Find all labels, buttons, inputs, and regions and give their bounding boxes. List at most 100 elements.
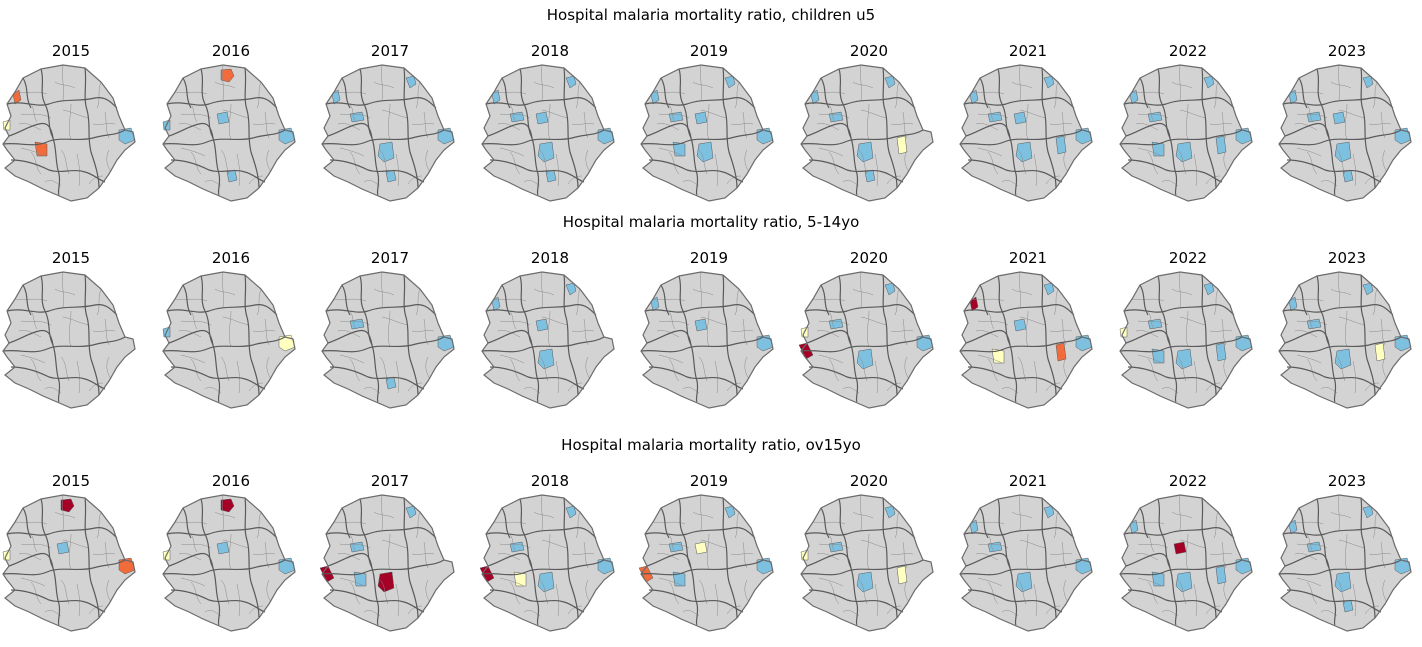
chiefdom-boundary xyxy=(1019,271,1021,308)
chiefdom-boundary xyxy=(541,64,543,101)
highlighted-region-e2-low xyxy=(1215,135,1227,155)
chiefdom-boundary xyxy=(349,310,357,330)
district-boundary xyxy=(487,329,533,346)
chiefdom-boundary xyxy=(1045,605,1061,615)
chiefdom-boundary xyxy=(30,358,42,382)
chiefdom-boundary xyxy=(76,360,81,394)
panel-year-label: 2023 xyxy=(1327,42,1367,60)
country-fill xyxy=(1279,272,1411,408)
district-boundary xyxy=(959,129,1083,146)
chiefdom-boundary xyxy=(1177,149,1187,175)
highlighted-region-n2-low xyxy=(1043,75,1055,89)
chiefdom-boundary xyxy=(1179,109,1207,119)
country-fill xyxy=(482,495,614,631)
chiefdom-boundary xyxy=(1344,533,1348,571)
chiefdom-boundary xyxy=(541,539,569,549)
chiefdom-boundary xyxy=(337,123,361,131)
chiefdom-boundary xyxy=(1290,91,1324,95)
chiefdom-boundary xyxy=(1338,64,1340,101)
district-boundary xyxy=(501,284,511,316)
district-boundary xyxy=(489,159,585,183)
country-fill xyxy=(3,495,135,631)
chiefdom-boundary xyxy=(96,81,102,109)
district-boundary xyxy=(403,497,419,619)
chiefdom-boundary xyxy=(828,581,840,605)
chiefdom-boundary xyxy=(88,382,104,392)
highlighted-region-e2-mid xyxy=(896,565,908,585)
chiefdom-boundary xyxy=(1185,533,1189,571)
chiefdom-boundary xyxy=(890,553,914,555)
panel-year-label: 2019 xyxy=(689,472,729,490)
chiefdom-boundary xyxy=(174,91,208,95)
country-fill xyxy=(960,495,1092,631)
chiefdom-boundary xyxy=(547,533,551,571)
chiefdom-boundary xyxy=(1147,103,1155,123)
highlighted-region-s2-low xyxy=(1175,141,1193,163)
chiefdom-boundary xyxy=(692,511,714,519)
highlighted-region-n2-low xyxy=(1362,282,1374,296)
chiefdom-boundary xyxy=(533,288,555,296)
chiefdom-boundary xyxy=(1330,511,1352,519)
chiefdom-boundary xyxy=(658,577,684,587)
chiefdom-boundary xyxy=(547,310,551,348)
chiefdom-boundary xyxy=(816,553,840,561)
panel-year-label: 2020 xyxy=(849,472,889,490)
highlighted-region-s3-low xyxy=(385,376,397,390)
district-boundary xyxy=(646,552,692,569)
chiefdom-boundary xyxy=(1372,288,1378,316)
chiefdom-boundary xyxy=(1372,81,1378,109)
highlighted-region-n1-very_high xyxy=(60,498,75,513)
chiefdom-boundary xyxy=(381,539,409,549)
district-boundary xyxy=(1127,589,1223,613)
chiefdom-boundary xyxy=(541,494,543,531)
district-boundary xyxy=(1286,159,1382,183)
country-outline xyxy=(640,271,774,409)
row-title-5-14: Hospital malaria mortality ratio, 5-14yo xyxy=(562,213,860,231)
chiefdom-boundary xyxy=(1053,511,1059,539)
chiefdom-boundary xyxy=(904,149,910,173)
chiefdom-boundary xyxy=(1382,579,1388,603)
chiefdom-boundary xyxy=(714,583,719,617)
chiefdom-boundary xyxy=(706,103,710,141)
district-boundary xyxy=(162,129,286,146)
chiefdom-boundary xyxy=(547,103,551,141)
chiefdom-boundary xyxy=(668,103,676,123)
highlighted-region-c2-very_high xyxy=(1173,541,1187,555)
district-boundary xyxy=(244,497,260,619)
district-boundary xyxy=(1127,159,1223,183)
district-boundary xyxy=(1127,366,1223,390)
map-panel-2-2017: 2017 xyxy=(317,472,463,632)
highlighted-region-s3-low xyxy=(864,169,876,183)
chiefdom-boundary xyxy=(20,577,46,587)
highlighted-region-w1-low xyxy=(810,89,820,105)
panel-year-label: 2015 xyxy=(51,249,91,267)
chiefdom-boundary xyxy=(700,494,702,531)
district-boundary xyxy=(563,497,579,619)
chiefdom-boundary xyxy=(62,64,64,101)
district-boundary xyxy=(648,366,744,390)
district-boundary xyxy=(1119,129,1243,146)
panel-year-label: 2018 xyxy=(530,42,570,60)
chiefdom-boundary xyxy=(658,147,684,157)
choropleth-map xyxy=(162,494,296,632)
chiefdom-boundary xyxy=(178,330,202,338)
choropleth-map xyxy=(320,494,455,632)
district-boundary xyxy=(722,274,738,396)
highlighted-region-s2-low xyxy=(1015,141,1033,163)
chiefdom-boundary xyxy=(886,605,902,615)
highlighted-region-c2-low xyxy=(535,318,549,332)
chiefdom-boundary xyxy=(106,356,112,380)
chiefdom-boundary xyxy=(190,151,202,175)
chiefdom-boundary xyxy=(987,310,995,330)
district-boundary xyxy=(341,507,351,539)
district-boundary xyxy=(965,122,1011,139)
country-outline xyxy=(481,271,615,409)
chiefdom-boundary xyxy=(902,318,908,346)
chiefdom-boundary xyxy=(493,91,527,95)
district-boundary xyxy=(1360,497,1376,619)
district-boundary xyxy=(800,129,924,146)
chiefdom-boundary xyxy=(744,356,750,380)
district-boundary xyxy=(244,67,260,189)
chiefdom-boundary xyxy=(68,103,72,141)
chiefdom-boundary xyxy=(585,356,591,380)
